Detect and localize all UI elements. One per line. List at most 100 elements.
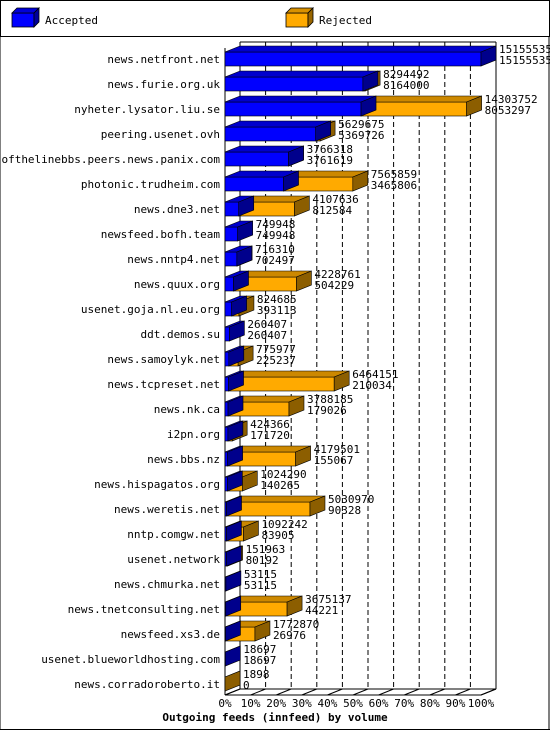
- value-total: 1024290: [260, 468, 306, 481]
- value-accepted: 140265: [260, 479, 300, 492]
- bar-accepted: [224, 145, 304, 167]
- value-total: 716310: [255, 243, 295, 256]
- bar-accepted: [224, 95, 377, 117]
- row-label: news.bbs.nz: [147, 453, 220, 466]
- x-tick-label: 70%: [394, 697, 414, 710]
- legend-swatch-rejected: [285, 7, 314, 28]
- floor-tick: [429, 688, 445, 696]
- value-total: 7565859: [371, 168, 417, 181]
- floor-tick: [301, 688, 317, 696]
- row-label: endofthelinebbs.peers.news.panix.com: [0, 153, 220, 166]
- x-tick-label: 80%: [420, 697, 440, 710]
- bar-accepted: [224, 170, 299, 192]
- value-total: 15155535: [499, 43, 550, 56]
- value-accepted: 504229: [314, 279, 354, 292]
- row-label: news.netfront.net: [107, 53, 220, 66]
- bar-accepted: [224, 445, 243, 467]
- row-label: newsfeed.bofh.team: [101, 228, 221, 241]
- row-label: news.hispagatos.org: [94, 478, 220, 491]
- value-total: 151963: [246, 543, 286, 556]
- row-label: news.tcpreset.net: [107, 378, 220, 391]
- value-total: 775977: [256, 343, 296, 356]
- row-label: newsfeed.xs3.de: [121, 628, 220, 641]
- chart-title: Outgoing feeds (innfeed) by volume: [162, 711, 388, 724]
- floor-tick: [276, 688, 292, 696]
- row-label: peering.usenet.ovh: [101, 128, 220, 141]
- legend-swatch-accepted: [11, 7, 40, 28]
- bar-rejected: [283, 170, 369, 192]
- value-accepted: 171720: [250, 429, 290, 442]
- row-label: usenet.goja.nl.eu.org: [81, 303, 220, 316]
- row-label: usenet.blueworldhosting.com: [41, 653, 220, 666]
- x-tick-label: 30%: [292, 697, 312, 710]
- x-tick-label: 0%: [218, 697, 232, 710]
- legend-layer: Accepted Rejected: [11, 7, 372, 28]
- value-accepted: 155067: [314, 454, 354, 467]
- value-total: 824685: [257, 293, 297, 306]
- bar-accepted: [224, 345, 245, 367]
- bar-accepted: [224, 645, 241, 667]
- bar-accepted: [224, 545, 242, 567]
- bar-accepted: [224, 320, 245, 342]
- row-label: nntp.comgw.net: [127, 528, 220, 541]
- row-label: news.furie.org.uk: [107, 78, 220, 91]
- value-total: 4107636: [312, 193, 358, 206]
- bar-accepted: [224, 470, 243, 492]
- bar-accepted: [224, 270, 249, 292]
- value-accepted: 3761619: [307, 154, 353, 167]
- row-label: news.samoylyk.net: [107, 353, 220, 366]
- bar-accepted: [224, 120, 332, 142]
- value-total: 1898: [243, 668, 269, 681]
- value-accepted: 0: [243, 679, 250, 692]
- value-total: 5030970: [328, 493, 374, 506]
- value-total: 3766318: [307, 143, 353, 156]
- floor-tick: [455, 688, 471, 696]
- value-total: 4228761: [314, 268, 360, 281]
- value-total: 1772870: [273, 618, 319, 631]
- row-label: photonic.trudheim.com: [81, 178, 220, 191]
- value-total: 1092242: [261, 518, 307, 531]
- value-accepted: 80192: [246, 554, 279, 567]
- value-accepted: 702497: [255, 254, 295, 267]
- floor-tick: [404, 688, 420, 696]
- bar-accepted: [224, 220, 253, 242]
- row-label: nyheter.lysator.liu.se: [74, 103, 220, 116]
- floor-tick: [378, 688, 394, 696]
- bar-accepted: [224, 570, 242, 592]
- row-label: i2pn.org: [167, 428, 220, 441]
- value-accepted: 26976: [273, 629, 306, 642]
- bar-rejected: [233, 270, 312, 292]
- floor-tick: [327, 688, 343, 696]
- x-axis: 0% 10% 20% 30% 40% 50% 60% 70% 80% 90% 100%: [218, 697, 494, 710]
- value-total: 4179501: [314, 443, 360, 456]
- value-total: 14303752: [485, 93, 538, 106]
- floor-tick: [224, 688, 241, 696]
- row-label: usenet.network: [127, 553, 220, 566]
- value-total: 8294492: [383, 68, 429, 81]
- bar-accepted: [224, 395, 244, 417]
- value-accepted: 8164000: [383, 79, 429, 92]
- row-label: news.tnetconsulting.net: [68, 603, 220, 616]
- value-total: 3675137: [305, 593, 351, 606]
- value-total: 18697: [243, 643, 276, 656]
- bar-rejected: [225, 595, 303, 617]
- row-label: ddt.demos.su: [141, 328, 220, 341]
- x-tick-label: 100%: [468, 697, 495, 710]
- value-total: 53115: [244, 568, 277, 581]
- bar-rejected: [360, 95, 482, 117]
- value-accepted: 210034: [352, 379, 392, 392]
- bar-rejected: [224, 670, 241, 692]
- row-label: news.dne3.net: [134, 203, 220, 216]
- x-tick-label: 40%: [317, 697, 337, 710]
- x-tick-label: 50%: [343, 697, 363, 710]
- legend-label-rejected: Rejected: [319, 14, 372, 27]
- x-tick-label: 90%: [445, 697, 465, 710]
- value-total: 3788185: [307, 393, 353, 406]
- value-total: 5629675: [338, 118, 384, 131]
- value-accepted: 83905: [261, 529, 294, 542]
- floor-tick: [352, 688, 369, 696]
- value-accepted: 179026: [307, 404, 347, 417]
- legend-label-accepted: Accepted: [45, 14, 98, 27]
